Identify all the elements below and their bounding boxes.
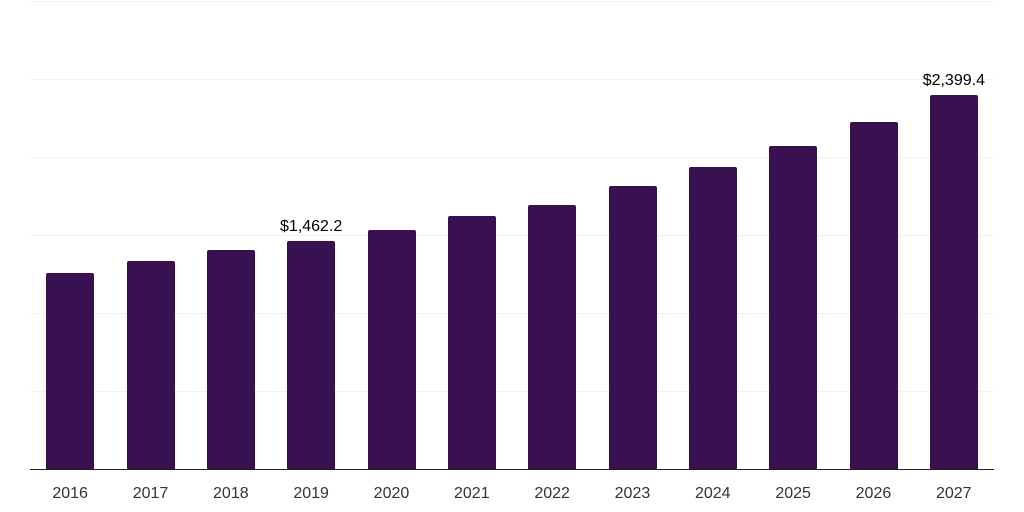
bar-2019	[287, 240, 336, 469]
x-tick-label-2018: 2018	[213, 485, 249, 502]
gridline	[30, 235, 994, 236]
gridline	[30, 79, 994, 80]
x-tick-label-2024: 2024	[694, 485, 731, 502]
plot-area: $1,462.2 $2,399.4	[30, 1, 994, 470]
bar-2018	[206, 249, 255, 469]
gridline	[30, 313, 994, 315]
bar-2021	[447, 216, 496, 469]
bar-2017	[126, 260, 175, 469]
bar-2020	[367, 229, 416, 469]
x-axis-tick-labels: 2016 2017 2018 2019 2020 2021 2022 2023 2024 2025…	[30, 484, 994, 503]
bar-2026	[849, 121, 898, 469]
x-tick-label-2022: 2022	[534, 485, 570, 502]
bar-value-label-2019: $1,462.2	[280, 217, 343, 235]
x-tick-label-2017: 2017	[132, 485, 169, 502]
bar-value-label-2027: $2,399.4	[922, 71, 985, 89]
x-tick-label-2026: 2026	[855, 485, 892, 502]
gridline	[30, 157, 994, 159]
x-tick-label-2023: 2023	[614, 485, 651, 502]
gridline	[30, 1, 994, 2]
x-tick-label-2016: 2016	[52, 485, 88, 502]
bar-2016	[46, 273, 95, 469]
x-tick-label-2025: 2025	[775, 485, 811, 502]
x-tick-label-2027: 2027	[935, 485, 972, 502]
x-tick-label-2020: 2020	[373, 485, 410, 502]
x-tick-label-2021: 2021	[454, 485, 490, 502]
bar-2027	[929, 94, 978, 469]
bar-2022	[528, 204, 577, 469]
bar-2024	[688, 167, 737, 469]
bar-2023	[608, 185, 657, 469]
gridline	[30, 391, 994, 393]
x-tick-label-2019: 2019	[293, 485, 329, 502]
bar-2025	[769, 146, 818, 469]
